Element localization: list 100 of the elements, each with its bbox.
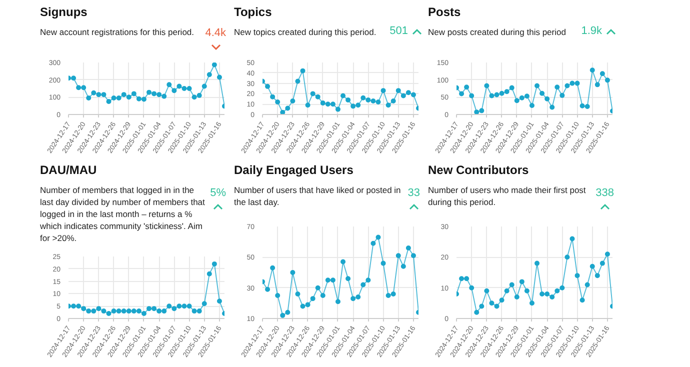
point: [479, 108, 484, 114]
point: [310, 91, 316, 96]
point: [366, 97, 371, 102]
point: [280, 110, 286, 114]
point: [315, 94, 320, 100]
point: [469, 93, 474, 98]
point: [560, 92, 565, 98]
point: [162, 94, 167, 99]
point: [121, 92, 126, 98]
point: [172, 88, 177, 94]
point: [544, 291, 550, 296]
point: [86, 308, 92, 314]
point: [484, 288, 490, 294]
point: [574, 80, 580, 86]
point: [206, 72, 212, 78]
point: [370, 98, 376, 104]
point: [96, 92, 102, 98]
point: [534, 83, 540, 88]
point: [580, 103, 585, 108]
point: [340, 93, 346, 98]
point: [514, 98, 520, 104]
point: [196, 308, 202, 314]
point: [346, 97, 351, 102]
point: [162, 308, 167, 314]
point: [376, 100, 381, 105]
point: [529, 300, 534, 306]
point: [146, 306, 152, 312]
point: [469, 285, 474, 290]
point: [594, 82, 600, 88]
point: [111, 308, 116, 314]
point: [330, 278, 336, 283]
point: [141, 311, 146, 316]
point: [126, 308, 132, 314]
point: [594, 273, 600, 278]
point: [554, 288, 560, 294]
point: [590, 68, 595, 73]
point: [360, 95, 366, 100]
point: [290, 98, 296, 104]
point: [600, 71, 605, 76]
point: [136, 308, 142, 314]
point: [106, 99, 112, 104]
point: [325, 102, 330, 107]
point: [366, 278, 371, 283]
point: [489, 93, 494, 98]
point: [295, 78, 300, 84]
point: [206, 271, 212, 276]
point: [484, 83, 490, 88]
point: [386, 293, 391, 298]
point: [400, 93, 406, 98]
point: [192, 94, 197, 100]
point: [376, 234, 381, 240]
point: [360, 282, 366, 288]
point: [212, 261, 217, 266]
point: [604, 78, 610, 83]
chart-subtitle: New posts created during this period: [428, 27, 566, 38]
point: [96, 306, 102, 312]
point: [320, 293, 326, 298]
chart-title: Posts: [428, 4, 462, 21]
point: [489, 300, 494, 306]
point: [101, 92, 106, 98]
point: [544, 96, 550, 102]
point: [574, 273, 580, 278]
point: [285, 310, 290, 315]
point: [305, 302, 310, 308]
point: [310, 296, 316, 302]
point: [275, 100, 280, 105]
chart-title: New Contributors: [428, 162, 530, 179]
chart-title: Topics: [234, 4, 273, 21]
point: [406, 245, 411, 250]
point: [315, 285, 320, 290]
point: [335, 299, 340, 304]
point: [275, 293, 280, 298]
point: [265, 286, 270, 292]
point: [590, 264, 595, 269]
point: [76, 85, 82, 90]
point: [570, 80, 575, 86]
point: [509, 85, 514, 90]
point: [600, 260, 605, 266]
text: 338: [596, 186, 614, 201]
point: [350, 104, 356, 109]
point: [270, 94, 276, 100]
point: [212, 62, 217, 68]
point: [604, 252, 610, 257]
point: [146, 90, 152, 95]
point: [152, 306, 157, 312]
point: [584, 104, 590, 110]
point: [529, 102, 534, 108]
chart-subtitle: Number of users that have liked or posted in the last day.: [234, 184, 402, 208]
chart-subtitle: New account registrations for this period.: [40, 27, 194, 38]
point: [186, 86, 192, 91]
point: [584, 282, 590, 288]
chart-subtitle: New topics created during this period.: [234, 27, 376, 38]
point: [504, 89, 510, 94]
point: [131, 308, 136, 314]
point: [534, 260, 540, 266]
point: [280, 312, 286, 318]
point: [156, 308, 162, 314]
point: [182, 304, 187, 309]
point: [400, 264, 406, 269]
text: 33: [408, 186, 420, 201]
